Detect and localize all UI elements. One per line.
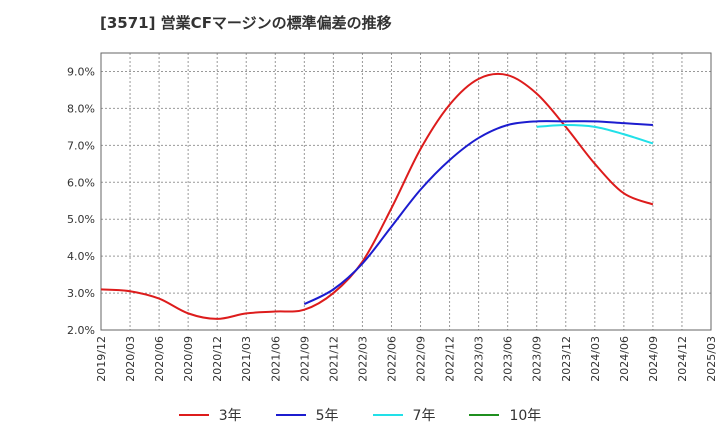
x-tick-label: 2025/03 bbox=[705, 336, 718, 382]
x-tick-label: 2024/03 bbox=[589, 336, 602, 382]
y-tick-label: 4.0% bbox=[67, 250, 95, 263]
legend-swatch bbox=[178, 414, 209, 416]
legend-label: 5年 bbox=[315, 408, 339, 424]
x-tick-label: 2021/03 bbox=[240, 336, 253, 382]
x-tick-label: 2023/06 bbox=[502, 336, 515, 382]
y-tick-label: 9.0% bbox=[67, 65, 95, 78]
legend: 3年 5年 7年 10年 bbox=[0, 404, 720, 426]
x-axis-ticks: 2019/12 2020/03 2020/06 2020/09 2020/12 2021/… bbox=[95, 336, 718, 382]
plot-frame bbox=[100, 52, 712, 331]
x-tick-label: 2022/03 bbox=[356, 336, 369, 382]
legend-label: 10年 bbox=[509, 408, 542, 424]
x-tick-label: 2020/06 bbox=[153, 336, 166, 382]
y-tick-label: 6.0% bbox=[67, 176, 95, 189]
x-tick-label: 2023/09 bbox=[531, 336, 544, 382]
x-tick-label: 2021/06 bbox=[269, 336, 282, 382]
x-tick-label: 2022/09 bbox=[415, 336, 428, 382]
x-tick-label: 2024/06 bbox=[618, 336, 631, 382]
chart-title: [3571] 営業CFマージンの標準偏差の推移 bbox=[100, 14, 392, 32]
x-tick-label: 2020/09 bbox=[182, 336, 195, 382]
x-tick-label: 2023/03 bbox=[473, 336, 486, 382]
legend-label: 7年 bbox=[412, 408, 436, 424]
series-lines bbox=[100, 72, 654, 320]
x-tick-label: 2024/12 bbox=[676, 336, 689, 382]
x-tick-label: 2021/09 bbox=[298, 336, 311, 382]
legend-swatch bbox=[275, 414, 306, 416]
x-tick-label: 2020/03 bbox=[124, 336, 137, 382]
x-tick-label: 2019/12 bbox=[95, 336, 108, 382]
legend-item: 7年 bbox=[372, 405, 436, 425]
series-line-1 bbox=[303, 120, 653, 306]
y-tick-label: 8.0% bbox=[67, 102, 95, 115]
legend-swatch bbox=[469, 414, 500, 416]
legend-swatch bbox=[372, 414, 403, 416]
y-tick-label: 2.0% bbox=[67, 324, 95, 337]
x-tick-label: 2022/06 bbox=[385, 336, 398, 382]
legend-item: 3年 bbox=[178, 405, 242, 425]
y-tick-label: 3.0% bbox=[67, 287, 95, 300]
x-tick-label: 2022/12 bbox=[444, 336, 457, 382]
y-axis-ticks: 2.0% 3.0% 4.0% 5.0% 6.0% 7.0% 8.0% 9.0% bbox=[67, 65, 95, 337]
legend-label: 3年 bbox=[218, 408, 242, 424]
legend-item: 10年 bbox=[469, 405, 541, 425]
legend-item: 5年 bbox=[275, 405, 339, 425]
x-tick-label: 2021/12 bbox=[327, 336, 340, 382]
y-tick-label: 5.0% bbox=[67, 213, 95, 226]
grid-lines bbox=[101, 53, 711, 330]
x-tick-label: 2023/12 bbox=[560, 336, 573, 382]
x-tick-label: 2024/09 bbox=[647, 336, 660, 382]
x-tick-label: 2020/12 bbox=[211, 336, 224, 382]
series-line-2 bbox=[536, 124, 654, 145]
y-tick-label: 7.0% bbox=[67, 139, 95, 152]
series-line-0 bbox=[100, 72, 654, 320]
